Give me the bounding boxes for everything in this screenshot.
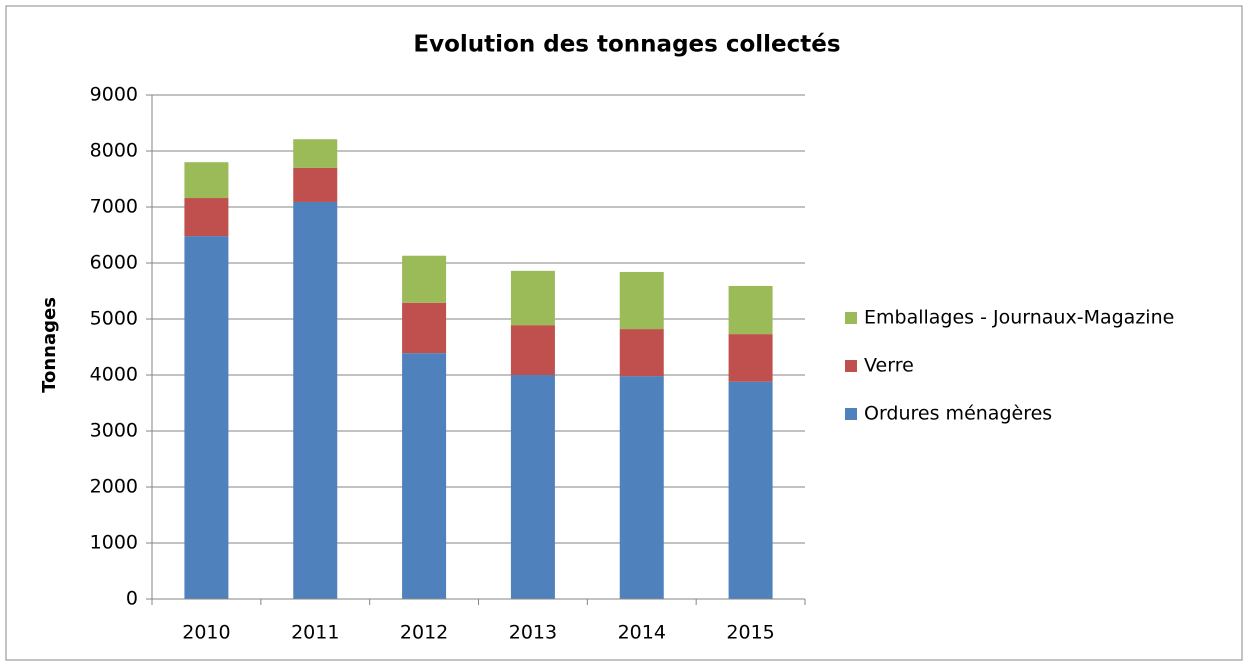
x-tick-label: 2015	[726, 622, 774, 644]
bar-segment	[619, 376, 664, 599]
bar-segment	[619, 329, 664, 377]
legend-label: Emballages - Journaux-Magazine	[864, 307, 1174, 329]
chart-title: Evolution des tonnages collectés	[413, 32, 840, 58]
bar-segment	[510, 325, 555, 375]
x-tick-label: 2012	[400, 622, 448, 644]
y-tick-label: 8000	[90, 140, 138, 162]
bar-segment	[728, 381, 773, 599]
x-tick-label: 2011	[291, 622, 339, 644]
y-tick-label: 2000	[90, 476, 138, 498]
y-tick-label: 7000	[90, 196, 138, 218]
bar-segment	[184, 198, 229, 237]
x-tick-label: 2013	[509, 622, 557, 644]
bar-segment	[619, 271, 664, 330]
y-tick-label: 6000	[90, 252, 138, 274]
y-tick-label: 0	[126, 588, 138, 610]
y-tick-label: 9000	[90, 84, 138, 106]
bar-segment	[510, 375, 555, 599]
bar-segment	[510, 270, 555, 326]
x-tick-label: 2014	[618, 622, 666, 644]
bar-segment	[293, 167, 338, 202]
y-axis-label: Tonnages	[39, 297, 60, 393]
x-tick-label: 2010	[182, 622, 230, 644]
legend-label: Ordures ménagères	[864, 403, 1052, 425]
bar-segment	[293, 201, 338, 599]
legend-swatch	[845, 408, 857, 420]
bar-segment	[402, 353, 447, 599]
bar-segment	[293, 139, 338, 168]
y-tick-label: 3000	[90, 420, 138, 442]
legend-swatch	[845, 360, 857, 372]
legend-label: Verre	[864, 355, 914, 377]
bar-segment	[728, 285, 773, 335]
y-tick-label: 4000	[90, 364, 138, 386]
bar-segment	[402, 302, 447, 354]
y-tick-label: 5000	[90, 308, 138, 330]
legend-swatch	[845, 312, 857, 324]
bar-segment	[184, 236, 229, 599]
bar-segment	[728, 334, 773, 382]
bar-segment	[402, 255, 447, 303]
bar-segment	[184, 162, 229, 199]
y-tick-label: 1000	[90, 532, 138, 554]
